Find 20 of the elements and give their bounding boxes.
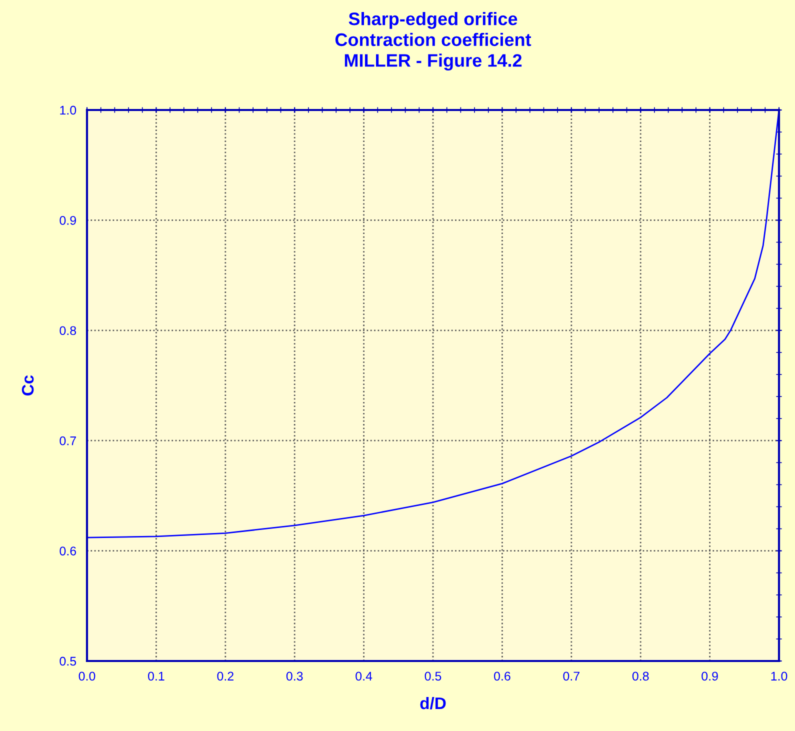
x-tick-label: 0.3 (286, 672, 303, 681)
x-tick-label: 0.6 (494, 672, 510, 681)
y-tick-label: 1.0 (60, 106, 76, 115)
x-tick-label: 0.2 (217, 672, 234, 681)
x-tick-label: 0.5 (424, 672, 442, 681)
y-tick-label: 0.8 (60, 326, 76, 336)
x-tick-label: 0.0 (78, 672, 96, 681)
x-tick-label: 0.9 (702, 672, 718, 681)
x-tick-label: 0.4 (356, 672, 372, 681)
y-tick-label: 0.7 (60, 436, 76, 446)
x-tick-label: 0.7 (563, 672, 580, 681)
y-tick-label: 0.9 (60, 216, 76, 225)
x-tick-label: 1.0 (771, 672, 788, 681)
x-tick-label: 0.8 (632, 672, 649, 681)
y-tick-label: 0.5 (60, 656, 76, 666)
y-tick-label: 0.6 (60, 546, 76, 556)
x-axis-title: d/D (420, 696, 446, 710)
y-axis-title: Cc (22, 375, 34, 396)
chart-title: Sharp-edged orifice Contraction coefficient MILLER - Figure 14.2 (335, 12, 532, 70)
x-tick-label: 0.1 (148, 672, 164, 681)
